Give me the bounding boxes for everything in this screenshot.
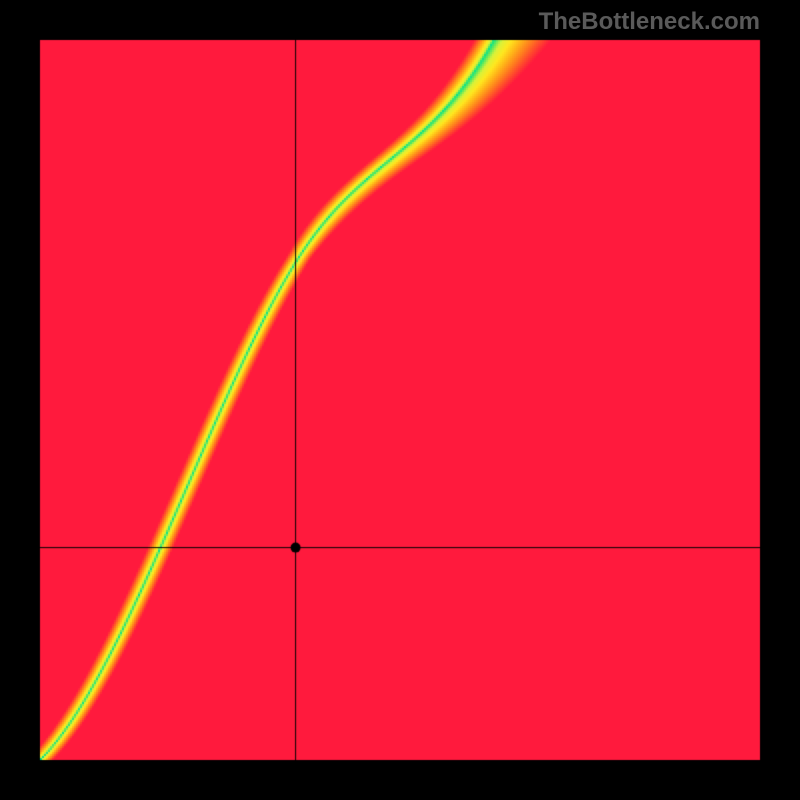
watermark-text: TheBottleneck.com: [539, 8, 760, 36]
chart-container: TheBottleneck.com: [0, 0, 800, 800]
bottleneck-heatmap: [0, 0, 800, 800]
